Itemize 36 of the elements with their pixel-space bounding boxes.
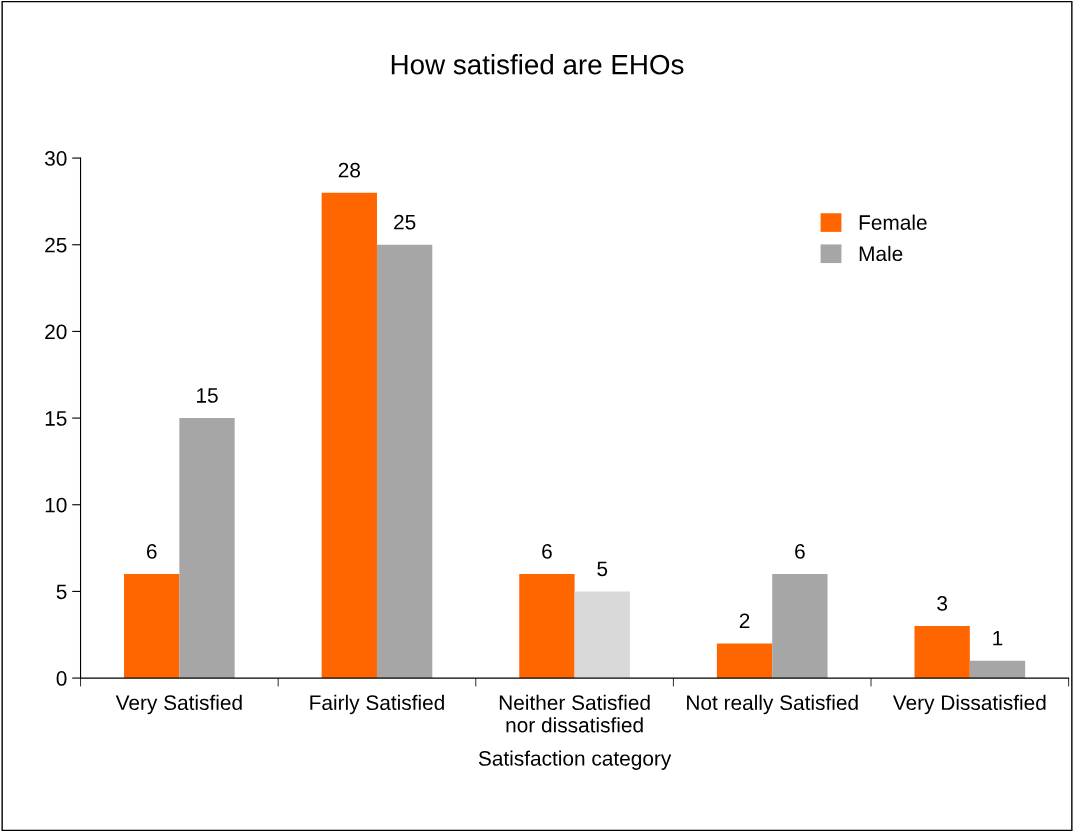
- bar: [179, 418, 235, 679]
- y-tick-label: 5: [56, 584, 67, 600]
- bar: [969, 660, 1026, 679]
- data-label: 2: [739, 613, 750, 628]
- y-tick-label: 25: [45, 237, 67, 253]
- bar: [376, 244, 433, 679]
- data-label: 15: [197, 388, 218, 403]
- data-label: 6: [542, 544, 552, 559]
- y-tick-label: 15: [45, 411, 67, 426]
- x-tick-label: Very Satisfied: [115, 694, 242, 715]
- bar: [772, 574, 828, 679]
- legend-label: Male: [859, 245, 903, 262]
- bar: [574, 591, 630, 679]
- y-tick-label: 10: [45, 497, 67, 513]
- chart-title: How satisfied are EHOs: [391, 54, 684, 75]
- data-label: 6: [146, 544, 157, 559]
- data-label: 1: [993, 630, 1003, 646]
- bar: [716, 643, 773, 679]
- data-label: 25: [394, 214, 416, 230]
- bar: [321, 192, 377, 679]
- x-tick-label: Fairly Satisfied: [310, 694, 444, 715]
- legend-label: Female: [859, 214, 927, 230]
- y-tick-label: 20: [45, 324, 67, 340]
- bar: [124, 574, 180, 679]
- bar: [914, 626, 970, 679]
- data-label: 3: [937, 596, 948, 611]
- data-label: 28: [338, 162, 360, 178]
- x-tick-label: Neither Satisfied nor dissatisfied: [499, 694, 650, 733]
- x-axis-title: Satisfaction category: [478, 750, 672, 770]
- x-tick-label: Not really Satisfied: [687, 694, 858, 715]
- data-label: 6: [795, 544, 805, 559]
- data-label: 5: [597, 561, 608, 577]
- x-tick-label: Very Dissatisfied: [892, 694, 1046, 715]
- y-tick-label: 30: [44, 151, 67, 166]
- bar: [519, 574, 575, 679]
- y-tick-label: 0: [56, 671, 67, 686]
